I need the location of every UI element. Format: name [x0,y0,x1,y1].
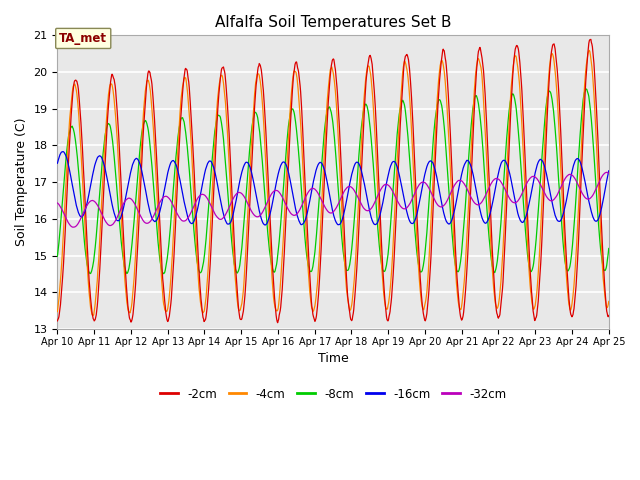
Y-axis label: Soil Temperature (C): Soil Temperature (C) [15,118,28,246]
Text: TA_met: TA_met [60,32,108,45]
Title: Alfalfa Soil Temperatures Set B: Alfalfa Soil Temperatures Set B [215,15,451,30]
Legend: -2cm, -4cm, -8cm, -16cm, -32cm: -2cm, -4cm, -8cm, -16cm, -32cm [155,383,511,405]
X-axis label: Time: Time [317,352,348,365]
